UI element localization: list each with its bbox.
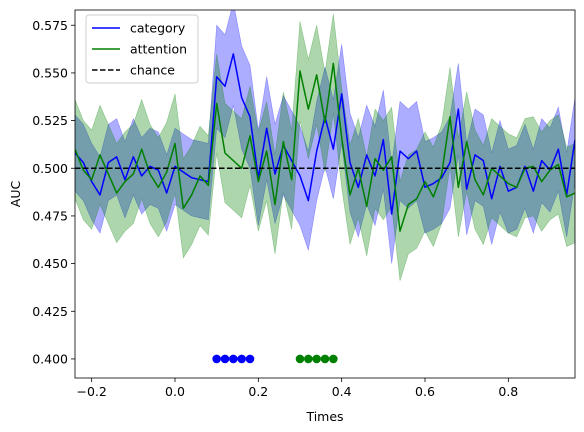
- category-line: [75, 53, 575, 215]
- x-axis: −0.2 0.0 0.2 0.4 0.6 0.8: [76, 378, 518, 399]
- attention-significance-marker: [320, 354, 330, 364]
- x-tick-label: 0.8: [498, 384, 518, 399]
- category-significance-marker: [220, 354, 230, 364]
- x-axis-label: Times: [305, 409, 343, 424]
- attention-significance-marker: [295, 354, 305, 364]
- y-tick-label: 0.475: [32, 208, 68, 223]
- y-tick-label: 0.450: [32, 256, 68, 271]
- legend-label-chance: chance: [130, 63, 175, 78]
- category-significance-marker: [245, 354, 255, 364]
- attention-confidence-band: [75, 13, 575, 281]
- category-significance-marker: [212, 354, 221, 364]
- y-tick-label: 0.425: [32, 304, 68, 319]
- category-confidence-band: [75, 10, 575, 264]
- x-tick-label: −0.2: [76, 384, 106, 399]
- significance-markers: [212, 354, 338, 364]
- attention-significance-marker: [329, 354, 338, 364]
- plot-frame: [74, 9, 576, 379]
- y-tick-label: 0.500: [32, 161, 68, 176]
- category-significance-marker: [229, 354, 238, 364]
- legend: category attention chance: [85, 14, 199, 84]
- x-tick-label: 0.2: [248, 384, 268, 399]
- series-lines: [75, 53, 575, 232]
- y-tick-label: 0.550: [32, 65, 68, 80]
- x-tick-label: 0.0: [165, 384, 185, 399]
- attention-significance-marker: [312, 354, 321, 364]
- y-axis-label: AUC: [8, 181, 23, 208]
- confidence-bands: [75, 10, 575, 281]
- attention-significance-marker: [304, 354, 313, 364]
- y-axis: 0.400 0.425 0.450 0.475 0.500 0.525 0.550 0.575: [32, 18, 75, 366]
- legend-label-category: category: [130, 21, 186, 36]
- category-significance-marker: [237, 354, 246, 364]
- y-tick-label: 0.575: [32, 18, 68, 33]
- x-tick-label: 0.4: [332, 384, 352, 399]
- x-tick-label: 0.6: [415, 384, 435, 399]
- y-tick-label: 0.400: [32, 351, 68, 366]
- y-tick-label: 0.525: [32, 113, 68, 128]
- legend-box: [85, 14, 199, 84]
- legend-label-attention: attention: [130, 42, 187, 57]
